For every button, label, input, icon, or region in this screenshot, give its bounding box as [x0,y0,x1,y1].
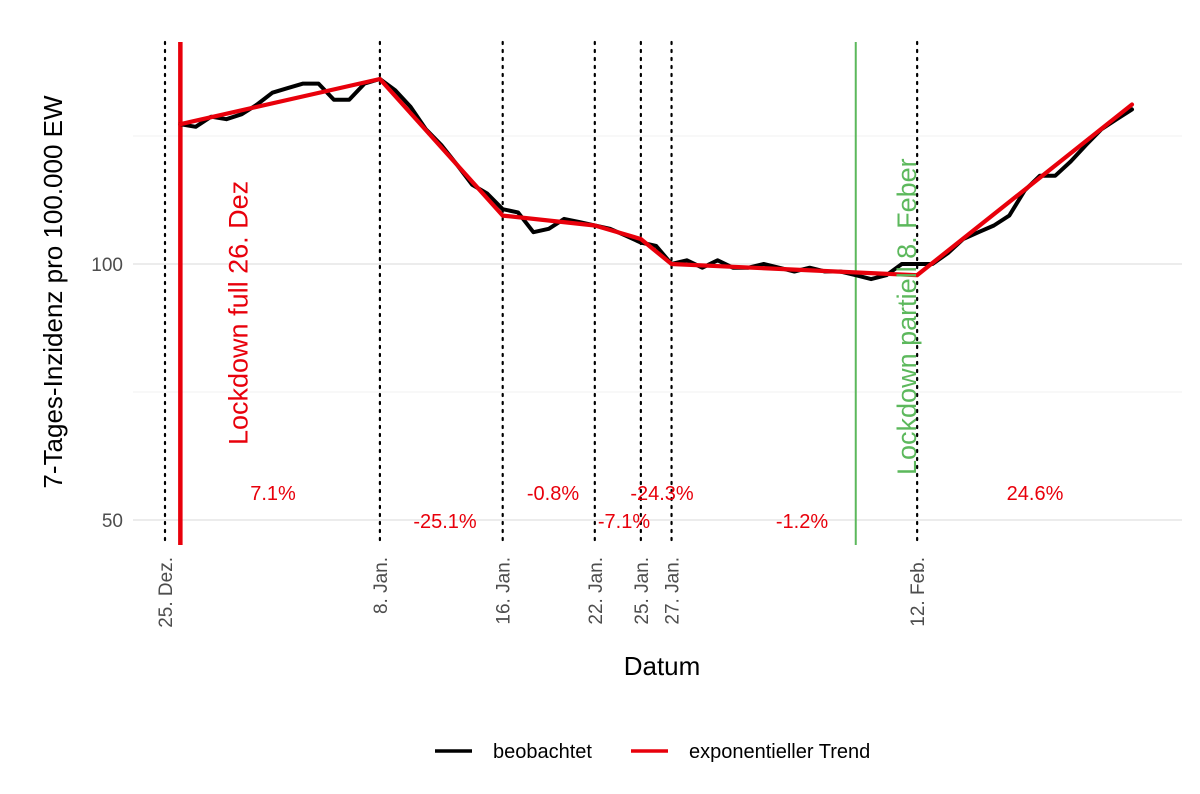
x-axis-title: Datum [624,651,701,681]
y-tick-label: 50 [102,511,123,532]
annotation-lockdown-partiell-label: Lockdown partiell 8. Feber [892,158,922,475]
growth-rate-label: -25.1% [413,511,477,533]
growth-rate-label: -24.3% [630,483,694,505]
growth-rate-label: -7.1% [598,511,650,533]
x-tick-label: 16. Jan. [494,557,515,625]
growth-rate-label: -1.2% [776,511,828,533]
gridlines: 50 100 [91,135,1182,532]
legend-label-exponentieller-trend: exponentieller Trend [689,741,870,763]
growth-rate-label: 7.1% [250,483,296,505]
x-tick-label: 8. Jan. [371,557,392,614]
annotation-lockdown-full-label: Lockdown full 26. Dez [223,181,253,445]
growth-rate-label: -0.8% [527,483,579,505]
series-line-beobachtet [178,77,1134,282]
series-lines [178,76,1135,282]
legend-label-beobachtet: beobachtet [493,741,592,763]
chart-labels: 25. Dez. 8. Jan. 16. Jan. 22. Jan. 25. Jan. 2… [156,158,1064,627]
growth-rate-label: 24.6% [1007,483,1064,505]
legend: beobachtet exponentieller Trend [435,741,870,763]
x-tick-label: 25. Dez. [156,557,177,628]
x-tick-label: 22. Jan. [586,557,607,625]
y-tick-label: 100 [91,255,123,276]
x-tick-label: 12. Feb. [908,557,929,627]
segment-boundaries [163,40,919,547]
x-tick-label: 27. Jan. [663,557,684,625]
y-axis-title: 7-Tages-Inzidenz pro 100.000 EW [38,95,68,489]
x-tick-label: 25. Jan. [632,557,653,625]
series-line-exponentieller-trend [178,76,1135,278]
